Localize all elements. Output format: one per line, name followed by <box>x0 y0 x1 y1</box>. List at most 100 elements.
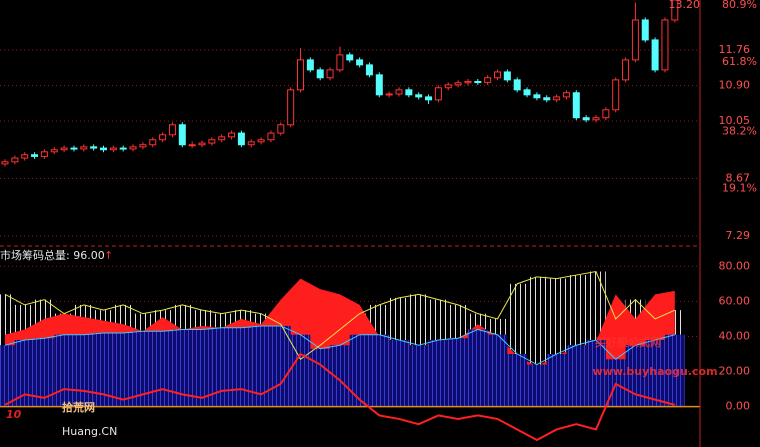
y-tick-label: 40.00 <box>719 329 751 342</box>
candle-body <box>247 141 255 146</box>
hatch-band <box>487 318 508 335</box>
blue-bar <box>507 354 528 407</box>
candle-body <box>119 147 127 150</box>
blue-bar <box>664 334 685 407</box>
candle-body <box>188 144 196 147</box>
blue-bar <box>251 325 271 407</box>
candle-body <box>159 134 167 141</box>
candle-body <box>602 109 610 119</box>
candle-body <box>375 74 383 96</box>
candle-body <box>277 124 285 134</box>
blue-bar <box>231 327 252 407</box>
candle-body <box>474 81 482 84</box>
candle-body <box>129 146 137 150</box>
y-tick-label: 10.05 <box>719 114 751 127</box>
y-tick-label: 8.67 <box>726 171 751 184</box>
candle-body <box>346 54 354 61</box>
logo-url: Huang.CN <box>62 425 117 438</box>
blue-bar <box>133 331 153 407</box>
candle-body <box>237 132 245 146</box>
candle-body <box>612 79 620 111</box>
blue-line <box>4 325 675 366</box>
candle-body <box>139 144 147 148</box>
candle-body <box>533 94 541 99</box>
y-tick-label: 10.90 <box>719 79 751 92</box>
y2-tick-label: 61.8% <box>722 55 757 68</box>
blue-bar <box>349 334 370 407</box>
candle-body <box>316 69 324 79</box>
candle-body <box>228 132 236 138</box>
blue-bar <box>487 334 508 407</box>
candle-body <box>326 69 334 79</box>
candle-body <box>434 87 442 101</box>
logo-number: 10 <box>6 408 22 421</box>
y-tick-label: 20.00 <box>719 365 751 378</box>
candle-body <box>661 19 669 71</box>
candle-body <box>40 151 48 157</box>
red-line <box>4 352 676 442</box>
candle-body <box>494 71 501 79</box>
candle-body <box>503 71 511 81</box>
y-tick-label: 0.00 <box>726 400 751 413</box>
candle-body <box>80 146 88 150</box>
blue-bar <box>428 339 449 407</box>
candle-body <box>464 81 472 84</box>
blue-bar <box>408 345 429 407</box>
candle-body <box>365 64 373 76</box>
candle-body <box>198 142 206 146</box>
candle-body <box>454 82 462 86</box>
hatch-band <box>192 310 212 330</box>
candle-body <box>11 157 19 163</box>
candle-body <box>21 154 29 159</box>
logo-name: 拾荒网 <box>62 400 95 414</box>
blue-bar <box>270 325 291 407</box>
indicator-title: 市场筹码总量: 96.00 <box>0 248 105 262</box>
y-tick-label: 80.00 <box>719 259 751 272</box>
candle-body <box>543 97 551 101</box>
candle-body <box>592 117 600 121</box>
hatch-band <box>389 297 409 340</box>
candle-body <box>444 84 452 89</box>
hatch-band <box>448 304 468 339</box>
candle-body <box>306 59 314 71</box>
hatch-band <box>133 313 153 332</box>
candle-body <box>109 147 117 151</box>
indicator-arrow: ↑ <box>104 249 113 262</box>
blue-bar <box>211 327 232 407</box>
blue-bar <box>448 338 468 407</box>
y-tick-label: 60.00 <box>719 294 751 307</box>
candle-body <box>484 77 492 83</box>
candle-body <box>287 89 295 126</box>
hatch-band <box>546 278 567 355</box>
hatch-band <box>527 276 547 365</box>
candle-body <box>208 139 216 144</box>
candle-body <box>395 89 403 95</box>
blue-bar <box>73 334 94 407</box>
hatch-band <box>507 283 528 355</box>
candle-body <box>257 139 265 143</box>
blue-bar <box>192 329 212 407</box>
candle-body <box>631 19 639 61</box>
envelope-line <box>4 270 676 361</box>
candle-body <box>1 161 9 165</box>
blue-bar <box>113 332 134 407</box>
y2-tick-label: 38.2% <box>722 125 757 138</box>
watermark-url: www.buyhaogu.com <box>592 365 717 378</box>
candle-body <box>572 92 580 119</box>
candle-body <box>168 124 176 136</box>
axes: 13.20 11.76 10.90 10.05 8.67 7.29 80.9% 61.8% 38… <box>669 0 758 413</box>
blue-bar <box>566 345 587 407</box>
hatch-band <box>467 313 488 330</box>
candle-body <box>100 147 107 151</box>
candle-body <box>513 79 521 91</box>
blue-bar <box>290 334 311 407</box>
indicator-panel <box>0 265 700 442</box>
candle-body <box>405 89 413 96</box>
blue-bar <box>645 339 665 407</box>
candle-body <box>297 59 304 91</box>
hatch-band <box>172 304 193 330</box>
candle-body <box>385 93 393 96</box>
blue-bar <box>546 354 567 407</box>
